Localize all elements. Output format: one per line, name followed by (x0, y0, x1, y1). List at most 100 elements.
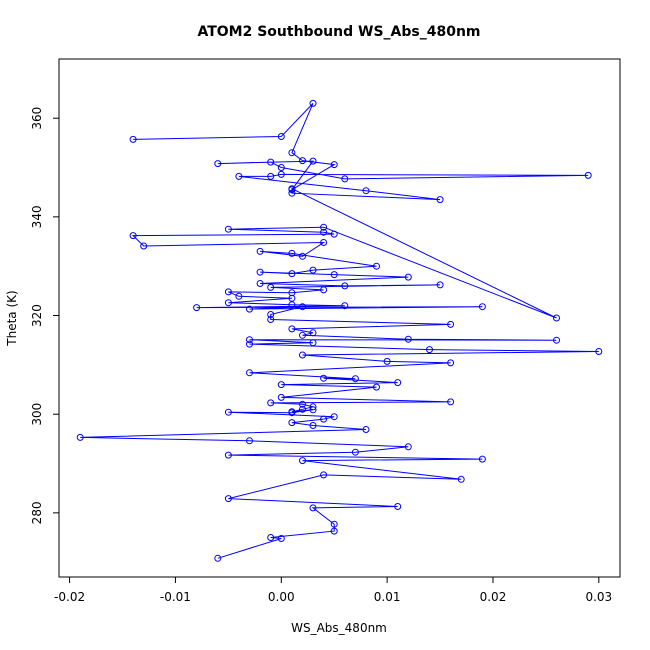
data-point (76, 433, 84, 441)
data-point (309, 422, 317, 429)
data-point (288, 270, 296, 278)
data-point (246, 340, 253, 348)
plot-area-frame (58, 58, 621, 578)
data-point (246, 305, 253, 313)
data-point (214, 554, 222, 562)
data-point (362, 426, 370, 433)
series-line (80, 103, 599, 559)
data-point (330, 161, 338, 169)
data-point (299, 157, 306, 165)
data-point (426, 346, 433, 354)
data-point (447, 398, 455, 406)
data-point (224, 299, 232, 307)
data-point (309, 157, 317, 165)
x-tick-label: 0.01 (374, 590, 401, 604)
data-point (288, 249, 296, 257)
data-point (330, 271, 338, 279)
data-point (341, 282, 349, 290)
data-point (277, 535, 285, 542)
data-point (320, 223, 328, 231)
data-point (394, 503, 402, 510)
data-point (299, 400, 306, 408)
data-point (373, 262, 380, 270)
data-point (246, 336, 253, 344)
data-point (373, 383, 380, 391)
data-point (235, 172, 243, 180)
data-point (309, 339, 317, 347)
data-point (277, 164, 285, 171)
y-axis-label: Theta (K) (5, 290, 19, 346)
data-point (478, 303, 486, 311)
x-axis-label: WS_Abs_480nm (291, 621, 387, 635)
data-point (277, 170, 285, 178)
data-point (584, 171, 592, 179)
data-point (246, 437, 253, 445)
data-point (351, 375, 359, 383)
data-point (288, 149, 296, 157)
data-point (256, 268, 264, 276)
data-point (299, 351, 306, 359)
data-point (553, 336, 560, 344)
data-point (320, 415, 328, 423)
data-point (330, 520, 338, 528)
data-point (277, 133, 285, 140)
data-point (193, 304, 201, 312)
data-point (595, 348, 603, 355)
series-layer (76, 99, 603, 562)
data-point (299, 405, 306, 413)
data-point (320, 228, 328, 236)
x-tick-label: 0.03 (585, 590, 612, 604)
data-point (129, 135, 137, 143)
data-point (224, 225, 232, 233)
data-point (267, 534, 275, 541)
data-point (320, 286, 328, 294)
data-point (299, 457, 306, 465)
data-point (394, 379, 402, 387)
data-point (309, 266, 317, 274)
data-point (309, 504, 317, 512)
data-point (277, 381, 285, 389)
y-tick-label: 300 (30, 403, 44, 426)
data-point (341, 302, 349, 310)
data-point (383, 357, 391, 365)
data-point (140, 242, 148, 250)
data-point (309, 406, 317, 414)
x-tick-label: -0.01 (160, 590, 191, 604)
y-tick-label: 360 (30, 107, 44, 130)
data-point (436, 281, 444, 289)
data-point (351, 448, 359, 456)
data-point (309, 329, 317, 337)
x-tick-label: -0.02 (54, 590, 85, 604)
data-point (330, 230, 338, 238)
data-point (235, 292, 243, 300)
y-tick-label: 340 (30, 205, 44, 228)
data-point (288, 185, 296, 193)
data-point (267, 158, 275, 166)
data-point (330, 413, 338, 421)
x-tick-label: 0.02 (480, 590, 507, 604)
data-point (224, 495, 232, 503)
data-point (447, 359, 455, 367)
data-point (288, 409, 296, 417)
data-point (267, 316, 275, 323)
data-point (288, 189, 296, 197)
data-point (246, 369, 253, 377)
data-point (404, 335, 412, 343)
data-point (309, 99, 317, 107)
data-point (320, 239, 328, 246)
y-tick-label: 320 (30, 304, 44, 327)
data-point (436, 196, 444, 204)
data-point (224, 451, 232, 459)
data-point (330, 527, 338, 535)
data-point (309, 403, 317, 411)
data-point (447, 320, 455, 328)
data-point (320, 471, 328, 479)
data-point (299, 252, 306, 260)
data-point (478, 455, 486, 463)
data-point (256, 247, 264, 255)
data-point (256, 280, 264, 287)
data-point (288, 419, 296, 427)
data-point (341, 175, 349, 183)
data-point (457, 475, 465, 483)
